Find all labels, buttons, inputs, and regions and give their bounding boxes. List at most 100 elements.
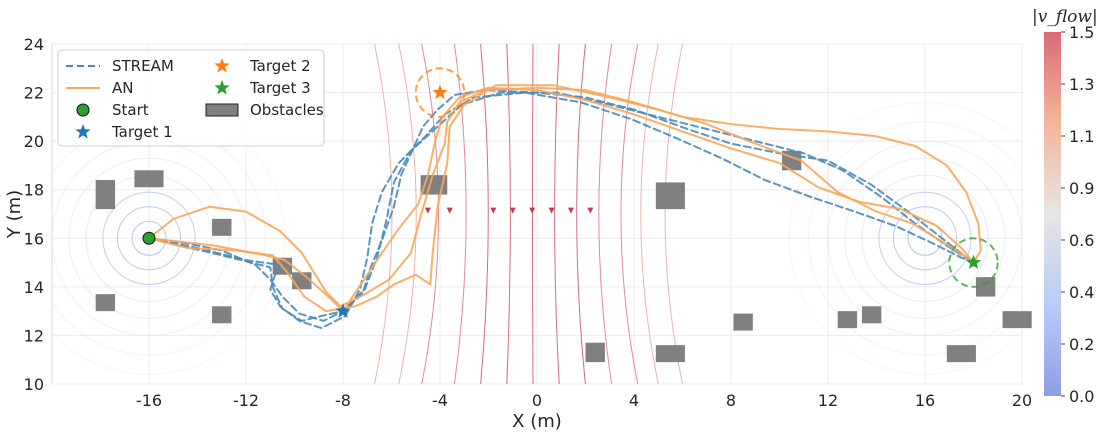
target-circle <box>414 67 466 118</box>
an-trajectory <box>148 84 975 313</box>
y-tick-label: 10 <box>24 375 44 394</box>
x-tick-label: 0 <box>532 391 542 410</box>
flow-arrow <box>587 207 594 214</box>
obstacle <box>134 170 164 188</box>
obstacle <box>655 345 685 363</box>
flow-streamline <box>576 44 586 384</box>
flow-streamline <box>664 44 683 384</box>
obstacle <box>975 277 996 297</box>
colorbar-label: |v_flow| <box>1032 7 1097 27</box>
flow-arrow <box>548 207 555 214</box>
flow-streamline <box>640 44 659 384</box>
target-circle <box>948 237 999 288</box>
legend-target3-star <box>214 80 230 95</box>
obstacle <box>861 306 882 324</box>
colorbar-tick-label: 1.5 <box>1069 23 1094 42</box>
y-tick-label: 22 <box>24 84 44 103</box>
flow-arrow <box>446 207 453 214</box>
y-axis-label: Y (m) <box>4 190 25 239</box>
legend-target1-star <box>75 124 91 139</box>
flow-arrow <box>567 207 574 214</box>
obstacle <box>212 218 232 236</box>
y-tick-label: 14 <box>24 278 44 297</box>
flow-streamline <box>620 44 639 384</box>
flow-streamline <box>808 121 1022 356</box>
legend-target1-label: Target 1 <box>111 123 173 141</box>
y-tick-label: 18 <box>24 181 44 200</box>
legend-target2-label: Target 2 <box>249 57 311 75</box>
obstacle <box>95 294 116 312</box>
obstacle <box>212 306 232 324</box>
x-tick-label: 20 <box>1012 391 1032 410</box>
x-tick-label: -12 <box>233 391 259 410</box>
grid <box>52 43 1023 385</box>
flow-streamline <box>892 206 958 271</box>
obstacle <box>655 182 685 210</box>
obstacle <box>1002 311 1032 329</box>
legend-an-label: AN <box>112 79 133 97</box>
x-tick-label: 12 <box>818 391 838 410</box>
colorbar-tick-label: 1.1 <box>1069 127 1094 146</box>
flow-streamline <box>861 174 989 302</box>
legend-box <box>57 49 325 147</box>
obstacle <box>585 342 605 363</box>
x-axis-label: X (m) <box>512 411 562 432</box>
obstacle <box>946 345 976 363</box>
legend-start-label: Start <box>112 101 149 119</box>
x-tick-label: 16 <box>915 391 935 410</box>
start-marker <box>142 231 156 245</box>
target-3-marker <box>965 254 982 269</box>
y-tick-labels: 10 12 14 16 18 20 22 24 <box>24 35 44 394</box>
target-2-marker <box>432 84 448 99</box>
markers <box>142 67 999 318</box>
obstacle <box>292 272 312 290</box>
legend-target3-label: Target 3 <box>249 79 311 97</box>
flow-arrow <box>490 207 497 214</box>
colorbar-tick-label: 1.3 <box>1069 75 1094 94</box>
stream-trajectory <box>148 91 975 322</box>
flow-streamline <box>68 157 230 319</box>
flow-streamline <box>827 140 1022 336</box>
colorbar-tick-label: 0.2 <box>1069 335 1094 354</box>
flow-streamline <box>598 44 613 384</box>
flow-arrow <box>509 207 516 214</box>
legend-stream-label: STREAM <box>112 57 174 75</box>
colorbar-tick-label: 0.6 <box>1069 231 1094 250</box>
colorbar: |v_flow| 0.0 0.2 0.4 0.6 0.9 1.1 1.3 1.5 <box>1032 7 1097 406</box>
y-tick-label: 16 <box>24 229 44 248</box>
obstacle <box>733 313 753 331</box>
flow-streamline <box>116 206 182 271</box>
legend-target1-swatch <box>75 124 91 139</box>
flow-streamline <box>844 157 1006 319</box>
x-tick-label: -4 <box>432 391 448 410</box>
legend-obstacles-swatch <box>205 103 239 117</box>
x-tick-label: -16 <box>136 391 162 410</box>
colorbar-gradient <box>1044 32 1061 396</box>
legend-target3-swatch <box>214 80 230 95</box>
flow-arrow <box>529 207 536 214</box>
y-tick-label: 20 <box>24 132 44 151</box>
an-trajectory <box>148 86 975 313</box>
y-tick-label: 12 <box>24 326 44 345</box>
y-tick-label: 24 <box>24 35 44 54</box>
flow-streamline <box>453 44 467 384</box>
flow-streamline <box>102 191 196 285</box>
legend-target2-star <box>214 58 230 73</box>
legend-start-swatch <box>76 103 90 117</box>
flow-streamline <box>131 220 167 256</box>
obstacle <box>95 180 116 210</box>
x-tick-label: -8 <box>335 391 351 410</box>
flow-streamline <box>788 101 1022 375</box>
flow-streamline <box>421 44 439 384</box>
x-tick-label: 8 <box>726 391 736 410</box>
colorbar-tick-labels: 0.0 0.2 0.4 0.6 0.9 1.1 1.3 1.5 <box>1061 23 1094 406</box>
trajectories <box>148 84 982 330</box>
flow-arrow <box>424 207 431 214</box>
x-tick-labels: -16 -12 -8 -4 0 4 8 12 16 20 <box>136 391 1032 410</box>
legend-target2-swatch <box>214 58 230 73</box>
colorbar-tick-label: 0.0 <box>1069 387 1094 406</box>
x-tick-label: 4 <box>629 391 639 410</box>
flow-streamline <box>398 44 417 384</box>
colorbar-tick-label: 0.4 <box>1069 283 1094 302</box>
